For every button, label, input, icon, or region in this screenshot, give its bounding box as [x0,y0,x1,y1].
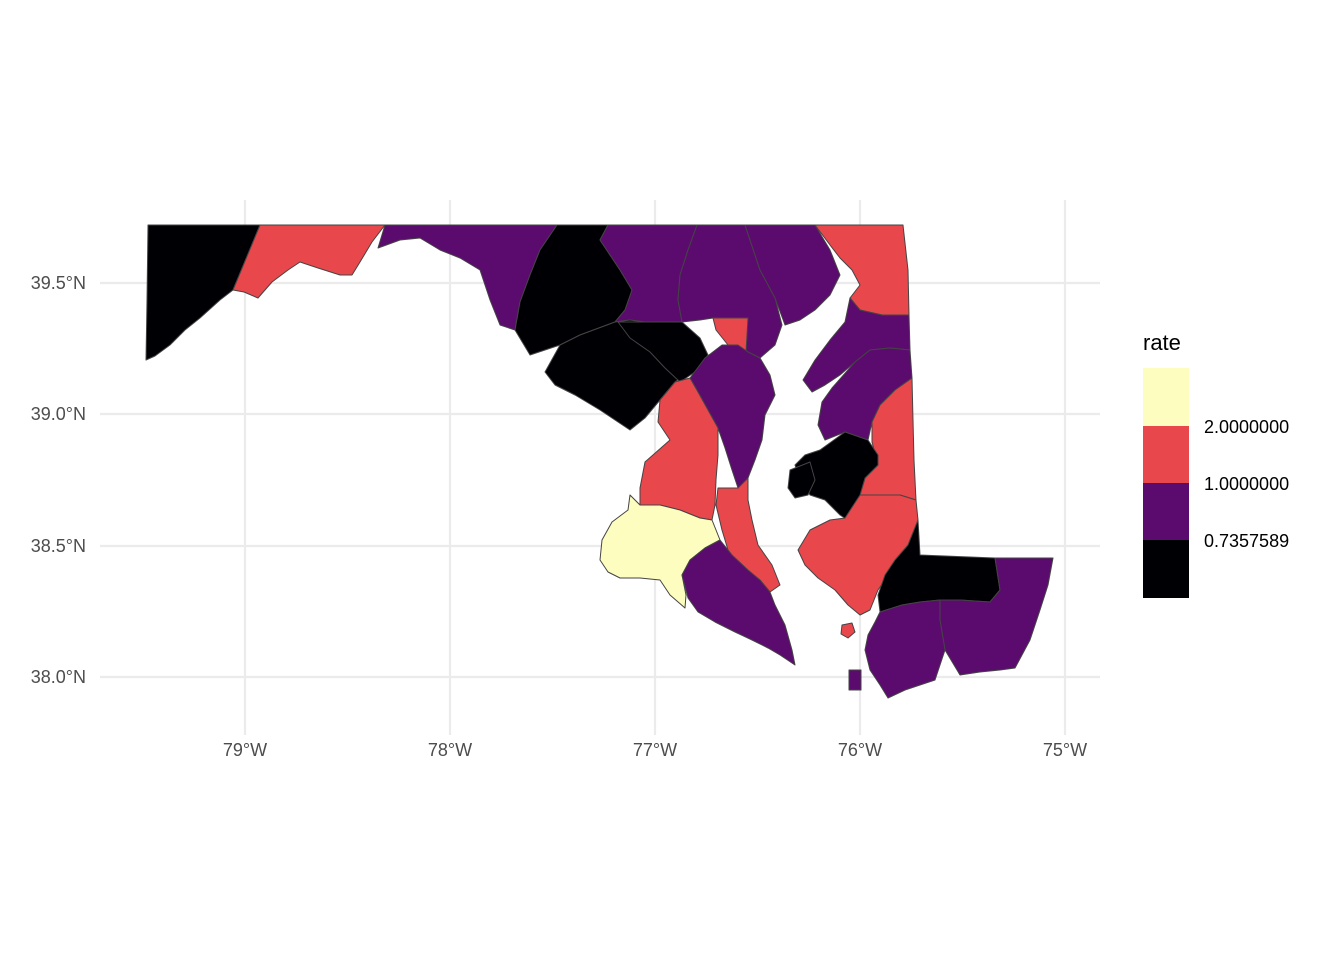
counties [145,224,1054,699]
x-tick-77: 77°W [633,740,677,760]
y-tick-38-5: 38.5°N [31,536,86,556]
x-tick-75: 75°W [1043,740,1087,760]
county-garrett [145,224,261,361]
x-tick-79: 79°W [223,740,267,760]
legend-label-3: 1.0000000 [1204,474,1289,494]
county-small-red-island [840,622,856,639]
legend-swatch-1 [1143,368,1189,426]
county-allegany [232,224,386,299]
legend-swatch-3 [1143,483,1189,540]
county-dorchester [797,494,919,616]
x-tick-78: 78°W [428,740,472,760]
county-somerset [864,599,946,699]
x-axis: 79°W 78°W 77°W 76°W 75°W [223,740,1087,760]
y-axis: 39.5°N 39.0°N 38.5°N 38.0°N [31,273,86,687]
legend-label-2: 2.0000000 [1204,417,1289,437]
x-tick-76: 76°W [838,740,882,760]
legend-label-4: 0.7357589 [1204,531,1289,551]
legend-swatch-2 [1143,426,1189,483]
county-harford [744,224,841,326]
county-howard [617,321,709,383]
county-st-marys [681,539,796,666]
legend: rate 2.0000000 1.0000000 0.7357589 [1143,330,1289,598]
y-tick-39-5: 39.5°N [31,273,86,293]
legend-swatch-4 [1143,540,1189,598]
county-small-black-island [787,461,816,499]
y-tick-39-0: 39.0°N [31,404,86,424]
county-kent [802,297,911,393]
county-charles [599,494,721,609]
y-tick-38-0: 38.0°N [31,667,86,687]
county-small-purple-island [848,669,862,691]
county-worcester [939,557,1054,676]
legend-title: rate [1143,330,1181,355]
